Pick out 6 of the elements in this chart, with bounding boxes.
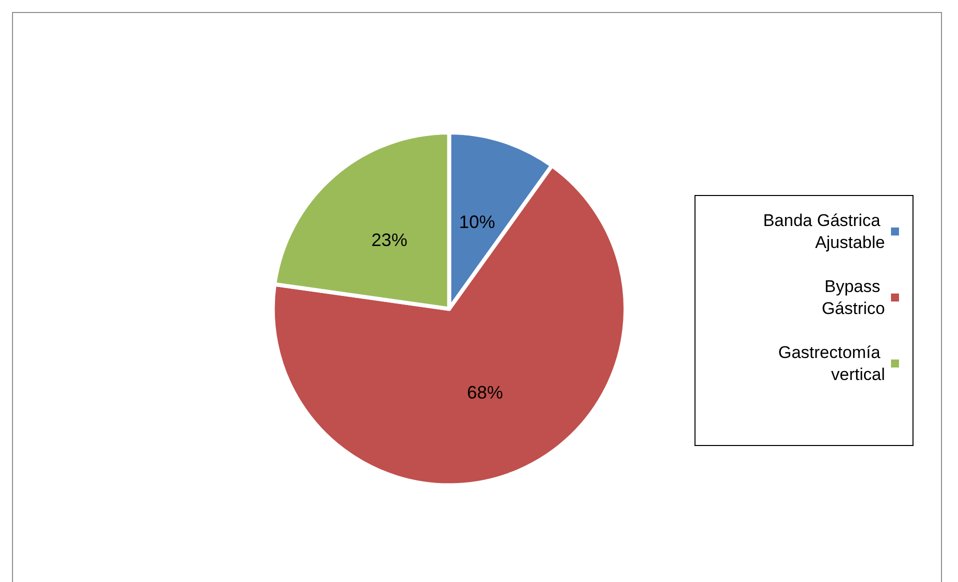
legend-label: Banda Gástrica Ajustable [763, 211, 885, 252]
legend-label: Bypass Gástrico [822, 277, 885, 318]
data-label: 10% [459, 212, 496, 232]
legend-label: Gastrectomía vertical [778, 343, 885, 384]
data-label: 23% [371, 230, 408, 250]
data-label: 68% [467, 382, 504, 403]
